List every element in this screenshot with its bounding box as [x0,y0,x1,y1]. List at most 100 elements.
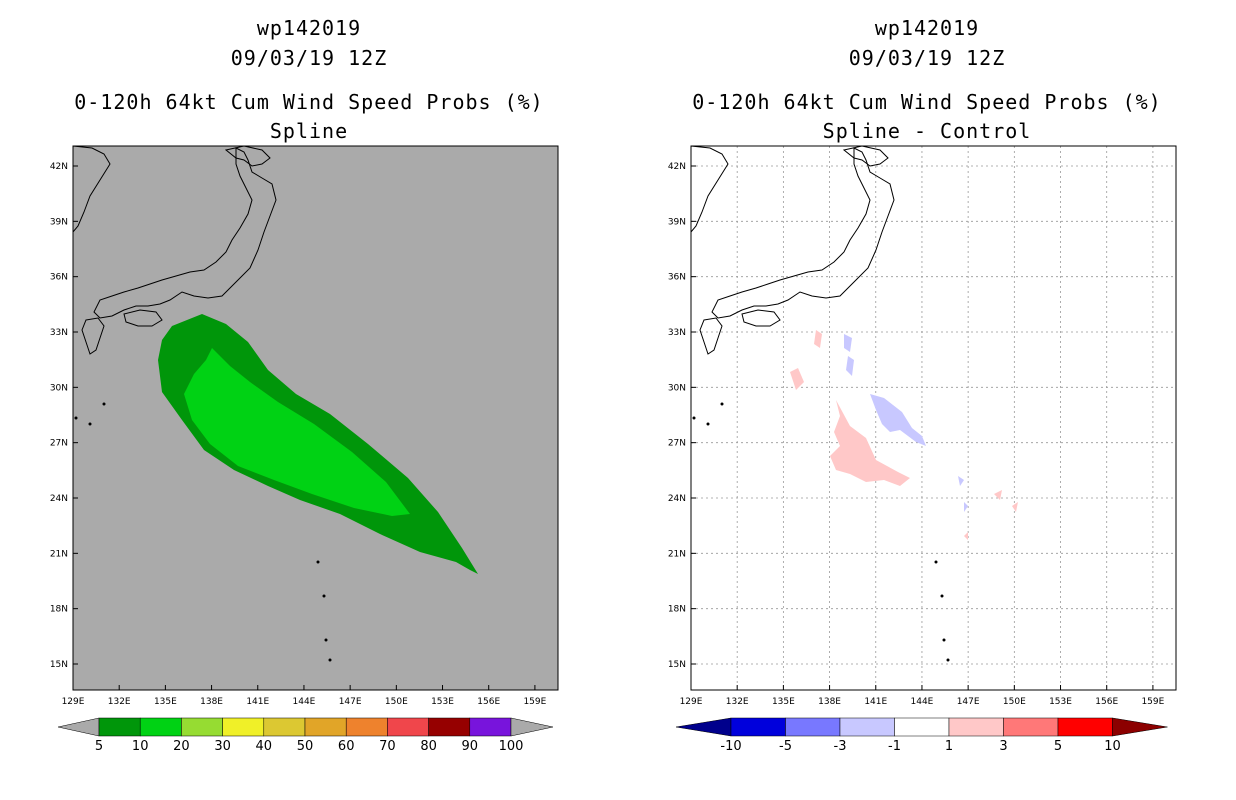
right-map: 129E 132E 135E 138E 141E 144E 147E 150E 153E 156E… [668,145,1177,754]
coastline [72,145,111,234]
colorbar-swatch [469,717,512,737]
lat-tick-label: 24N [668,494,686,504]
lat-tick-label: 39N [50,217,68,227]
lat-tick-label: 21N [668,549,686,559]
lon-tick-label: 138E [818,697,841,707]
lat-tick-label: 18N [668,605,686,615]
colorbar-end-low [675,717,732,737]
lat-tick-label: 33N [668,328,686,338]
colorbar-label: -10 [720,739,741,754]
island [940,594,944,598]
lat-tick-label: 18N [50,605,68,615]
coastline [81,317,105,355]
right-subtitle: Spline - Control [822,119,1032,143]
lon-tick-label: 147E [339,697,362,707]
colorbar-swatch [428,717,471,737]
map-frame [72,145,559,691]
colorbar-label: 100 [499,739,524,754]
lat-tick-label: 42N [668,162,686,172]
colorbar-label: 70 [379,739,396,754]
axes: 129E 132E 135E 138E 141E 144E 147E 150E 153E 156E… [668,162,1165,707]
colorbar-label: -3 [834,739,847,754]
island [706,422,710,426]
lon-tick-label: 156E [1095,697,1118,707]
island [322,594,326,598]
colorbar-label: -1 [888,739,901,754]
lon-tick-label: 135E [154,697,177,707]
lon-tick-label: 159E [1141,697,1164,707]
colorbar-label: 5 [1054,739,1062,754]
left-panel: wp142019 09/03/19 12Z 0-120h 64kt Cum Wi… [50,16,559,754]
lat-tick-label: 15N [50,660,68,670]
colorbar-label: 90 [462,739,479,754]
island [692,416,696,420]
coastline [699,317,723,355]
left-product-title: 0-120h 64kt Cum Wind Speed Probs (%) [74,90,544,114]
lat-tick-label: 30N [668,383,686,393]
lon-tick-label: 150E [1003,697,1026,707]
lat-tick-label: 33N [50,328,68,338]
lon-tick-label: 141E [246,697,269,707]
lon-tick-label: 135E [772,697,795,707]
lat-tick-label: 36N [50,273,68,283]
lon-tick-label: 138E [200,697,223,707]
colorbar-end-low [57,717,100,737]
coastline [690,145,729,234]
island [88,422,92,426]
axes: 129E 132E 135E 138E 141E 144E 147E 150E 153E 156E… [50,162,547,707]
island [74,416,78,420]
left-date: 09/03/19 12Z [230,46,388,70]
colorbar-swatch [222,717,265,737]
island [324,638,328,642]
positive-diff-area [964,532,968,540]
left-subtitle: Spline [269,119,349,143]
lat-tick-label: 27N [50,439,68,449]
island [720,402,724,406]
lon-tick-label: 132E [108,697,131,707]
lat-tick-label: 15N [668,660,686,670]
lat-tick-label: 42N [50,162,68,172]
lon-tick-label: 144E [293,697,316,707]
lon-tick-label: 153E [431,697,454,707]
colorbar-swatch [139,717,182,737]
right-product-title: 0-120h 64kt Cum Wind Speed Probs (%) [692,90,1162,114]
coastline [842,145,889,167]
island [934,560,938,564]
lat-tick-label: 24N [50,494,68,504]
colorbar-label: 5 [95,739,103,754]
colorbar-label: 40 [256,739,273,754]
map-frame [690,145,1177,691]
lon-tick-label: 156E [477,697,500,707]
lon-tick-label: 132E [726,697,749,707]
lon-tick-label: 150E [385,697,408,707]
colorbar-label: 3 [999,739,1007,754]
prob-contour-10 [184,348,410,516]
coastline [123,309,163,327]
colorbar-end-high [1112,717,1168,737]
colorbar-label: 1 [945,739,953,754]
negative-diff-area [870,394,926,446]
island [102,402,106,406]
colorbar-label: 60 [338,739,355,754]
colorbar-swatch [181,717,223,737]
right-date: 09/03/19 12Z [848,46,1006,70]
colorbar-label: 20 [173,739,190,754]
colorbar-end-high [510,717,554,737]
negative-diff-area [846,356,854,376]
lon-tick-label: 141E [864,697,887,707]
positive-diff-area [830,400,910,486]
colorbar-swatch [1057,717,1113,737]
lat-tick-label: 36N [668,273,686,283]
island [946,658,950,662]
island [328,658,332,662]
gridlines [691,146,1176,690]
lon-tick-label: 129E [62,697,85,707]
colorbar-label: 30 [214,739,231,754]
lat-tick-label: 39N [668,217,686,227]
colorbar-label: -5 [779,739,792,754]
map-background [691,146,1176,690]
coastlines [72,145,332,662]
colorbar-swatch [263,717,306,737]
coastlines [690,145,950,662]
lon-tick-label: 153E [1049,697,1072,707]
